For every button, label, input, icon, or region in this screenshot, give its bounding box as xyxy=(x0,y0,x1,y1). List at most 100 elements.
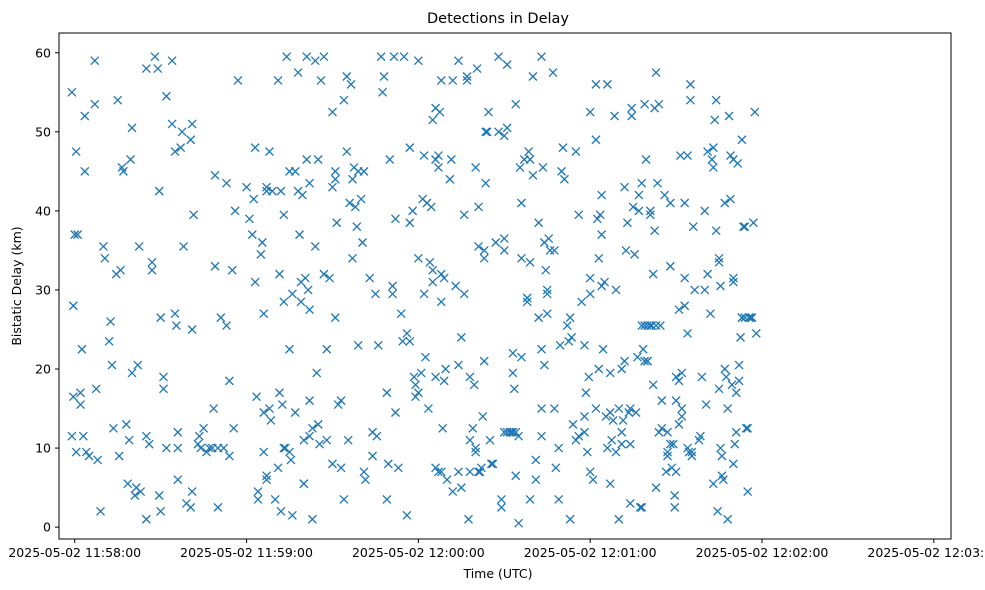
data-point xyxy=(736,332,745,342)
data-point xyxy=(342,72,352,81)
data-point xyxy=(743,423,753,433)
data-point xyxy=(433,467,443,477)
data-point xyxy=(285,447,294,457)
data-point xyxy=(625,498,635,508)
data-point xyxy=(730,439,740,449)
data-point xyxy=(641,155,651,164)
data-point xyxy=(270,495,280,504)
data-point xyxy=(663,427,672,437)
data-point xyxy=(627,103,637,113)
data-point xyxy=(253,487,263,497)
data-point xyxy=(511,471,521,481)
data-point xyxy=(734,360,744,370)
data-point xyxy=(592,214,602,224)
data-point xyxy=(605,408,615,417)
data-point xyxy=(310,242,320,251)
data-point xyxy=(718,475,728,485)
data-point xyxy=(634,206,644,216)
data-point xyxy=(555,340,565,350)
data-point xyxy=(539,360,549,370)
data-point xyxy=(734,376,744,386)
data-point xyxy=(153,64,163,74)
data-point xyxy=(118,166,128,176)
y-axis-ticks: 0 10 20 30 40 50 60 xyxy=(35,45,59,535)
data-point xyxy=(147,265,157,275)
data-point xyxy=(302,155,312,164)
data-point xyxy=(657,423,667,433)
data-point xyxy=(670,491,680,500)
data-point xyxy=(668,439,678,449)
data-point xyxy=(307,514,317,524)
data-point xyxy=(328,107,337,117)
y-tick-label: 0 xyxy=(43,520,51,535)
data-point xyxy=(282,52,292,62)
y-tick-label: 50 xyxy=(35,124,51,139)
data-point xyxy=(541,265,551,275)
data-point xyxy=(130,491,140,500)
data-point xyxy=(728,277,738,287)
data-point xyxy=(714,257,724,267)
data-point xyxy=(360,475,370,485)
data-point xyxy=(688,222,698,232)
data-point xyxy=(499,245,509,255)
data-point xyxy=(78,431,88,441)
data-point xyxy=(330,313,340,323)
data-point xyxy=(310,56,320,66)
data-point xyxy=(580,340,589,350)
data-point xyxy=(635,502,645,512)
data-point xyxy=(388,281,398,291)
data-point xyxy=(517,253,526,263)
data-point xyxy=(389,52,399,62)
data-point xyxy=(708,143,718,153)
data-point xyxy=(468,423,478,433)
data-point xyxy=(428,277,438,287)
data-point xyxy=(600,277,609,287)
data-markers xyxy=(67,52,761,528)
data-point xyxy=(222,178,231,188)
data-point xyxy=(472,64,482,74)
data-point xyxy=(559,174,569,184)
data-point xyxy=(653,178,662,188)
data-point xyxy=(671,396,681,406)
data-point xyxy=(159,372,168,382)
data-point xyxy=(654,99,664,109)
data-point xyxy=(436,467,446,477)
data-point xyxy=(141,514,151,524)
y-tick-label: 30 xyxy=(35,282,51,297)
data-point xyxy=(502,123,512,133)
data-point xyxy=(279,297,289,307)
data-point xyxy=(454,467,463,477)
data-point xyxy=(193,439,203,449)
data-point xyxy=(76,388,85,398)
data-point xyxy=(173,475,183,485)
data-point xyxy=(643,321,652,330)
data-point xyxy=(531,455,541,465)
data-point xyxy=(714,384,724,394)
data-point xyxy=(107,360,117,370)
data-point xyxy=(296,297,306,307)
data-point xyxy=(525,257,535,267)
data-point xyxy=(262,471,272,481)
data-point xyxy=(154,491,164,500)
data-point xyxy=(385,155,395,164)
data-point xyxy=(680,301,690,311)
data-point xyxy=(677,411,687,421)
data-point xyxy=(302,52,312,62)
data-point xyxy=(585,467,595,477)
data-point xyxy=(567,332,577,342)
data-point xyxy=(554,443,564,453)
data-point xyxy=(663,447,672,457)
data-point xyxy=(651,68,661,77)
data-point xyxy=(508,427,518,437)
data-point xyxy=(738,222,748,232)
data-point xyxy=(435,107,445,117)
data-point xyxy=(305,396,315,406)
data-point xyxy=(319,269,329,279)
data-point xyxy=(167,119,177,129)
data-point xyxy=(286,455,296,465)
data-point xyxy=(690,285,700,295)
data-point xyxy=(421,352,430,362)
data-point xyxy=(677,368,687,378)
data-point xyxy=(176,143,186,153)
